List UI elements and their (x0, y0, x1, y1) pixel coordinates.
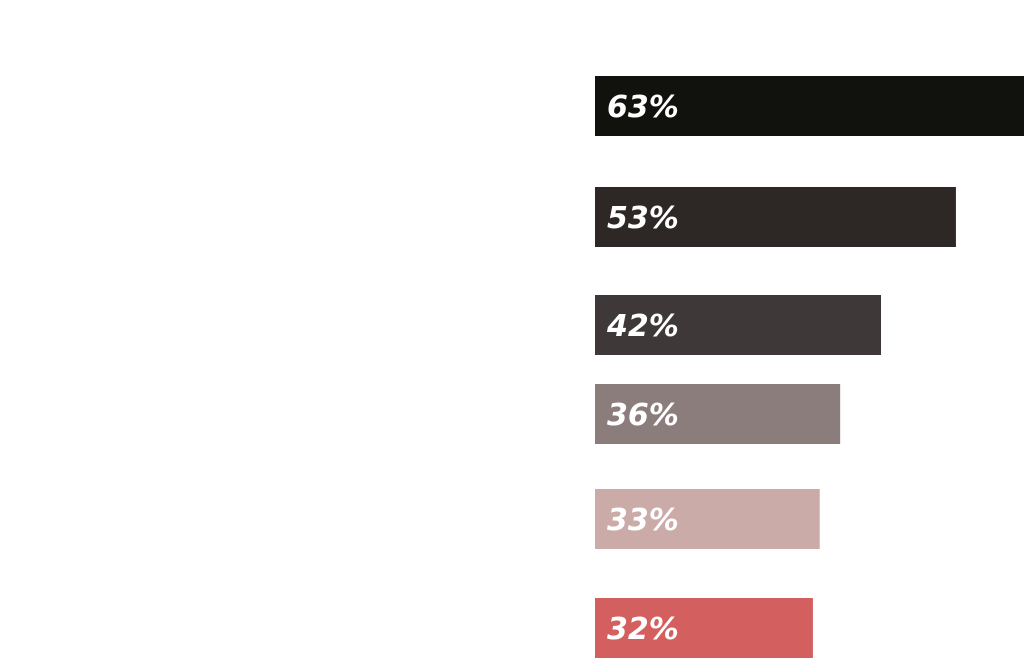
bar-4 (595, 384, 841, 444)
bar-value-label-4: 36% (607, 398, 679, 433)
bar-value-label-2: 53% (607, 201, 679, 236)
bar-3 (595, 295, 882, 355)
bar-value-label-1: 63% (607, 90, 679, 125)
bars-group: 63% 53% 42% 36% 33% 32% (595, 76, 1024, 658)
bar-value-label-6: 32% (607, 612, 679, 647)
bar-value-label-5: 33% (607, 503, 679, 538)
bar-1 (595, 76, 1024, 136)
bar-2 (595, 187, 956, 247)
bar-6 (595, 598, 813, 658)
bar-value-label-3: 42% (606, 309, 679, 344)
bar-5 (595, 489, 820, 549)
